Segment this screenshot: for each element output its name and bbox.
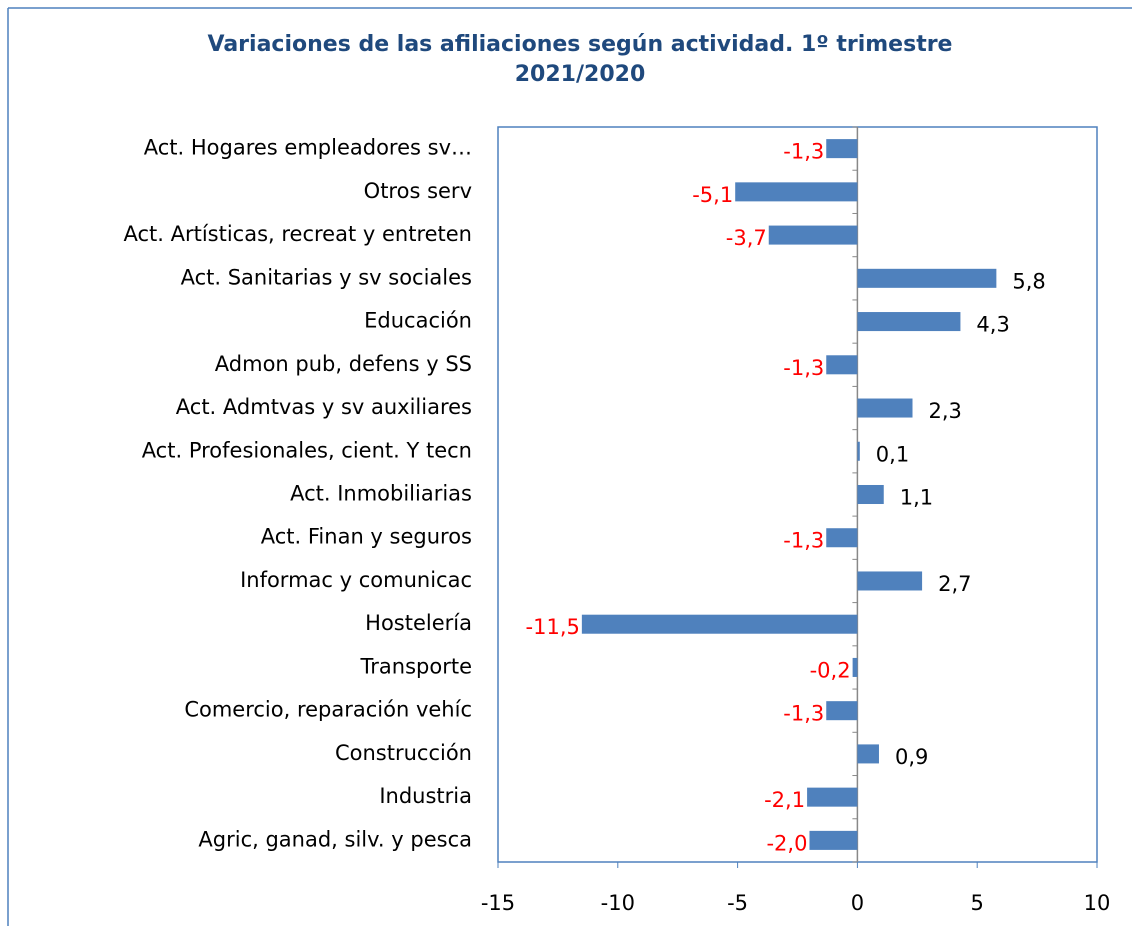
bar	[581, 614, 858, 634]
bar	[857, 398, 913, 418]
y-tick-label: Construcción	[335, 741, 472, 765]
y-tick-label: Transporte	[360, 654, 472, 678]
value-label: -1,3	[783, 702, 824, 726]
bar	[857, 441, 860, 461]
y-tick-label: Act. Admtvas y sv auxiliares	[176, 395, 472, 419]
value-label: -0,2	[810, 658, 851, 682]
bar	[852, 657, 858, 677]
y-tick-label: Informac y comunicac	[240, 568, 472, 592]
bar	[807, 787, 858, 807]
bar	[857, 571, 923, 591]
value-label: -2,1	[764, 788, 805, 812]
bar	[857, 312, 961, 332]
value-label: -3,7	[726, 226, 767, 250]
bar	[826, 139, 858, 159]
value-label: -1,3	[783, 356, 824, 380]
bar	[768, 225, 858, 245]
y-tick-label: Act. Artísticas, recreat y entreten	[123, 222, 472, 246]
value-label: 1,1	[900, 486, 933, 510]
bar	[857, 744, 879, 764]
bar	[857, 268, 997, 288]
y-tick-label: Otros serv	[364, 179, 472, 203]
y-tick-label: Educación	[364, 309, 472, 333]
bar	[826, 528, 858, 548]
bar	[809, 830, 858, 850]
bar	[735, 182, 858, 202]
value-label: -1,3	[783, 529, 824, 553]
value-label: 4,3	[976, 313, 1009, 337]
y-tick-label: Act. Inmobiliarias	[290, 482, 472, 506]
y-tick-label: Act. Profesionales, cient. Y tecn	[142, 438, 472, 462]
y-tick-label: Admon pub, defens y SS	[215, 352, 472, 376]
y-tick-label: Act. Finan y seguros	[261, 525, 472, 549]
value-label: 2,7	[938, 572, 971, 596]
bar	[826, 701, 858, 721]
value-label: -1,3	[783, 140, 824, 164]
bar	[857, 484, 884, 505]
y-tick-label: Act. Sanitarias y sv sociales	[181, 265, 472, 289]
bar	[826, 355, 858, 375]
x-tick-label: -15	[481, 891, 515, 915]
x-tick-label: 10	[1084, 891, 1111, 915]
y-tick-label: Agric, ganad, silv. y pesca	[198, 827, 472, 851]
y-tick-label: Act. Hogares empleadores sv…	[144, 136, 472, 160]
plot-area	[497, 126, 1098, 863]
value-label: -5,1	[692, 183, 733, 207]
value-label: -2,0	[766, 831, 807, 855]
value-label: -11,5	[526, 615, 580, 639]
value-label: 5,8	[1012, 269, 1045, 293]
value-label: 0,9	[895, 745, 928, 769]
x-tick-label: -5	[727, 891, 748, 915]
x-tick-label: -10	[601, 891, 635, 915]
y-tick-label: Industria	[379, 784, 472, 808]
value-label: 0,1	[876, 442, 909, 466]
x-tick-label: 0	[851, 891, 864, 915]
y-tick-label: Hostelería	[365, 611, 472, 635]
y-tick-label: Comercio, reparación vehíc	[184, 698, 472, 722]
x-tick-label: 5	[971, 891, 984, 915]
value-label: 2,3	[929, 399, 962, 423]
chart-title: Variaciones de las afiliaciones según ac…	[207, 32, 953, 87]
